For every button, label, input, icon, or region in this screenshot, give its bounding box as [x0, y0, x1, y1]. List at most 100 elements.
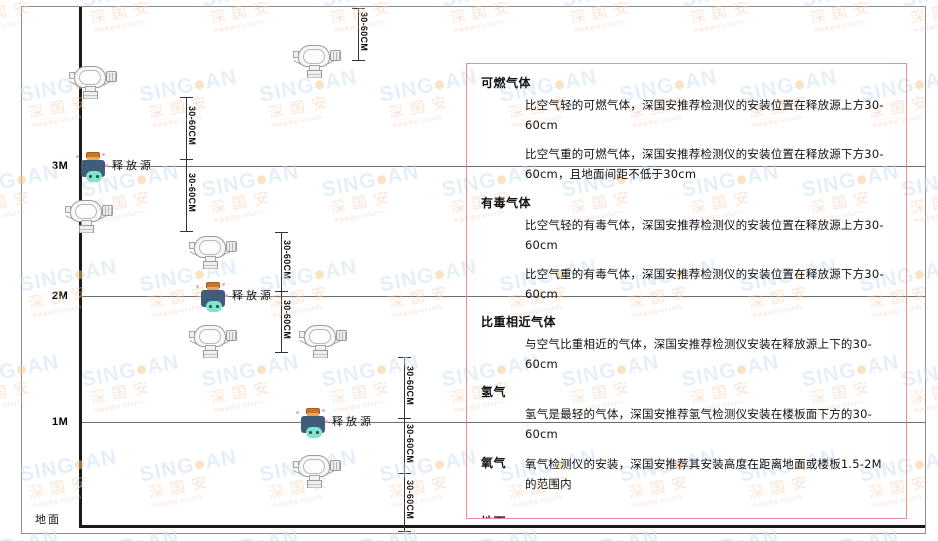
detector-left-nub	[293, 461, 299, 468]
guideline-section: 氢气氢气是最轻的气体，深国安推荐氢气检测仪安装在楼板面下方的30-60cm	[481, 383, 892, 444]
detector-base	[307, 480, 322, 488]
detector-left-nub	[189, 242, 195, 249]
release-source-label: 释放源	[112, 159, 154, 172]
source-1m: 释放源	[296, 408, 371, 438]
guideline-paragraph: 氢气是最轻的气体，深国安推荐氢气检测仪安装在楼板面下方的30-60cm	[525, 407, 872, 442]
detector-left-nub	[299, 331, 305, 338]
source-2m: 释放源	[196, 282, 271, 312]
guideline-section-title: 氢气	[481, 385, 507, 400]
source-face	[306, 427, 322, 438]
level-label-1m: 1M	[52, 416, 69, 428]
installation-guidelines-panel: 可燃气体 比空气轻的可燃气体，深国安推荐检测仪的安装位置在释放源上方30-60cm…	[466, 63, 907, 519]
detector-base	[307, 70, 322, 78]
dimension-tick	[180, 231, 193, 232]
dimension-label: 30-60CM	[187, 173, 197, 213]
release-source-label: 释放源	[332, 415, 374, 428]
detector-connector-icon	[330, 50, 341, 61]
ground-axis	[79, 525, 925, 528]
sparkle-icon	[102, 153, 105, 156]
detector-connector-icon	[330, 460, 341, 471]
detector-base	[203, 350, 218, 358]
detector-sensor-face	[303, 459, 325, 474]
guideline-section-title: 比重相近气体	[481, 315, 557, 329]
dimension-tick	[398, 418, 411, 419]
guideline-section-title: 氧气	[481, 455, 507, 470]
sparkle-icon	[105, 164, 108, 167]
source-3m: 释放源	[76, 152, 151, 182]
section-spacer	[481, 503, 892, 513]
sparkle-icon	[222, 283, 225, 286]
source-eye-icon	[309, 431, 312, 434]
dimension-tick	[275, 291, 288, 292]
dimension-tick	[398, 473, 411, 474]
source-neck	[307, 413, 319, 416]
source-body	[81, 160, 105, 182]
guideline-paragraph: 比空气重的有毒气体，深国安推荐检测仪的安装位置在释放源下方30-60cm	[525, 266, 884, 301]
guideline-section-title: 地面	[481, 513, 892, 518]
sparkle-icon	[225, 294, 228, 297]
sparkle-icon	[325, 420, 328, 423]
source-eye-icon	[209, 305, 212, 308]
vertical-axis	[79, 7, 82, 526]
guideline-section: 比重相近气体与空气比重相近的气体，深国安推荐检测仪安装在释放源上下的30-60c…	[481, 313, 892, 374]
dimension-label: 30-60CM	[405, 365, 415, 405]
detector-left-lower	[62, 200, 114, 234]
detector-base	[83, 91, 98, 99]
detector-sensor-face	[303, 49, 325, 64]
detector-base	[203, 261, 218, 269]
detector-sensor-face	[75, 204, 97, 219]
level-line-2m	[79, 296, 925, 297]
dimension-tick	[352, 60, 365, 61]
release-source-label: 释放源	[232, 289, 274, 302]
sparkle-icon	[322, 409, 325, 412]
guideline-section-inline: 氧气 氧气检测仪的安装，深国安推荐其安装高度在距离地面或楼板1.5-2M的范围内	[481, 454, 892, 494]
detector-connector-icon	[226, 241, 237, 252]
detector-connector-icon	[226, 330, 237, 341]
detector-base	[313, 350, 328, 358]
dimension-tick	[275, 232, 288, 233]
guideline-paragraph: 与空气比重相近的气体，深国安推荐检测仪安装在释放源上下的30-60cm	[525, 337, 872, 372]
dimension-tick	[275, 352, 288, 353]
source-body	[301, 416, 325, 438]
guideline-section: 有毒气体比空气轻的有毒气体，深国安推荐检测仪的安装位置在释放源上方30-60cm…	[481, 194, 892, 305]
guideline-paragraph: 比空气轻的可燃气体，深国安推荐检测仪的安装位置在释放源上方30-60cm	[525, 98, 884, 133]
dimension-tick	[180, 159, 193, 160]
sparkle-icon	[196, 285, 199, 288]
sparkle-icon	[296, 411, 299, 414]
source-face	[86, 171, 102, 182]
guideline-paragraph: 比空气重的可燃气体，深国安推荐检测仪的安装位置在释放源下方30-60cm，且地面…	[525, 147, 884, 182]
detector-sensor-face	[309, 329, 331, 344]
dimension-tick	[398, 357, 411, 358]
guideline-paragraph: 比空气轻的有毒气体，深国安推荐检测仪的安装位置在释放源上方30-60cm	[525, 217, 884, 252]
source-eye-icon	[216, 305, 219, 308]
guideline-section-title: 有毒气体	[481, 195, 532, 210]
level-label-3m: 3M	[52, 160, 69, 172]
dimension-label: 30-60CM	[282, 239, 292, 279]
source-neck	[207, 287, 219, 290]
detector-top-left	[66, 66, 118, 100]
dimension-label: 30-60CM	[282, 299, 292, 339]
detector-bottom	[290, 455, 342, 489]
dimension-label: 30-60CM	[405, 423, 415, 463]
dimension-line	[186, 97, 187, 231]
dimension-tick	[180, 97, 193, 98]
source-eye-icon	[89, 175, 92, 178]
dimension-tick	[352, 8, 365, 9]
detector-lower-right	[296, 325, 348, 359]
dimension-label: 30-60CM	[359, 12, 369, 52]
detector-mid	[186, 236, 238, 270]
release-source-icon	[76, 152, 108, 182]
detector-sensor-face	[199, 329, 221, 344]
release-source-icon	[196, 282, 228, 312]
detector-left-nub	[189, 331, 195, 338]
dimension-label: 30-60CM	[405, 480, 415, 520]
level-line-1m	[79, 422, 925, 423]
diagram-frame	[21, 6, 926, 534]
detector-base	[79, 225, 94, 233]
level-line-3m	[79, 166, 925, 167]
detector-lower-mid	[186, 325, 238, 359]
level-label-2m: 2M	[52, 290, 69, 302]
detector-left-nub	[65, 206, 71, 213]
guideline-section-ground: 地面检测仪地面间距，深国安推荐在30-60cm，且不得小于30cm，因为过低容易…	[481, 513, 892, 518]
